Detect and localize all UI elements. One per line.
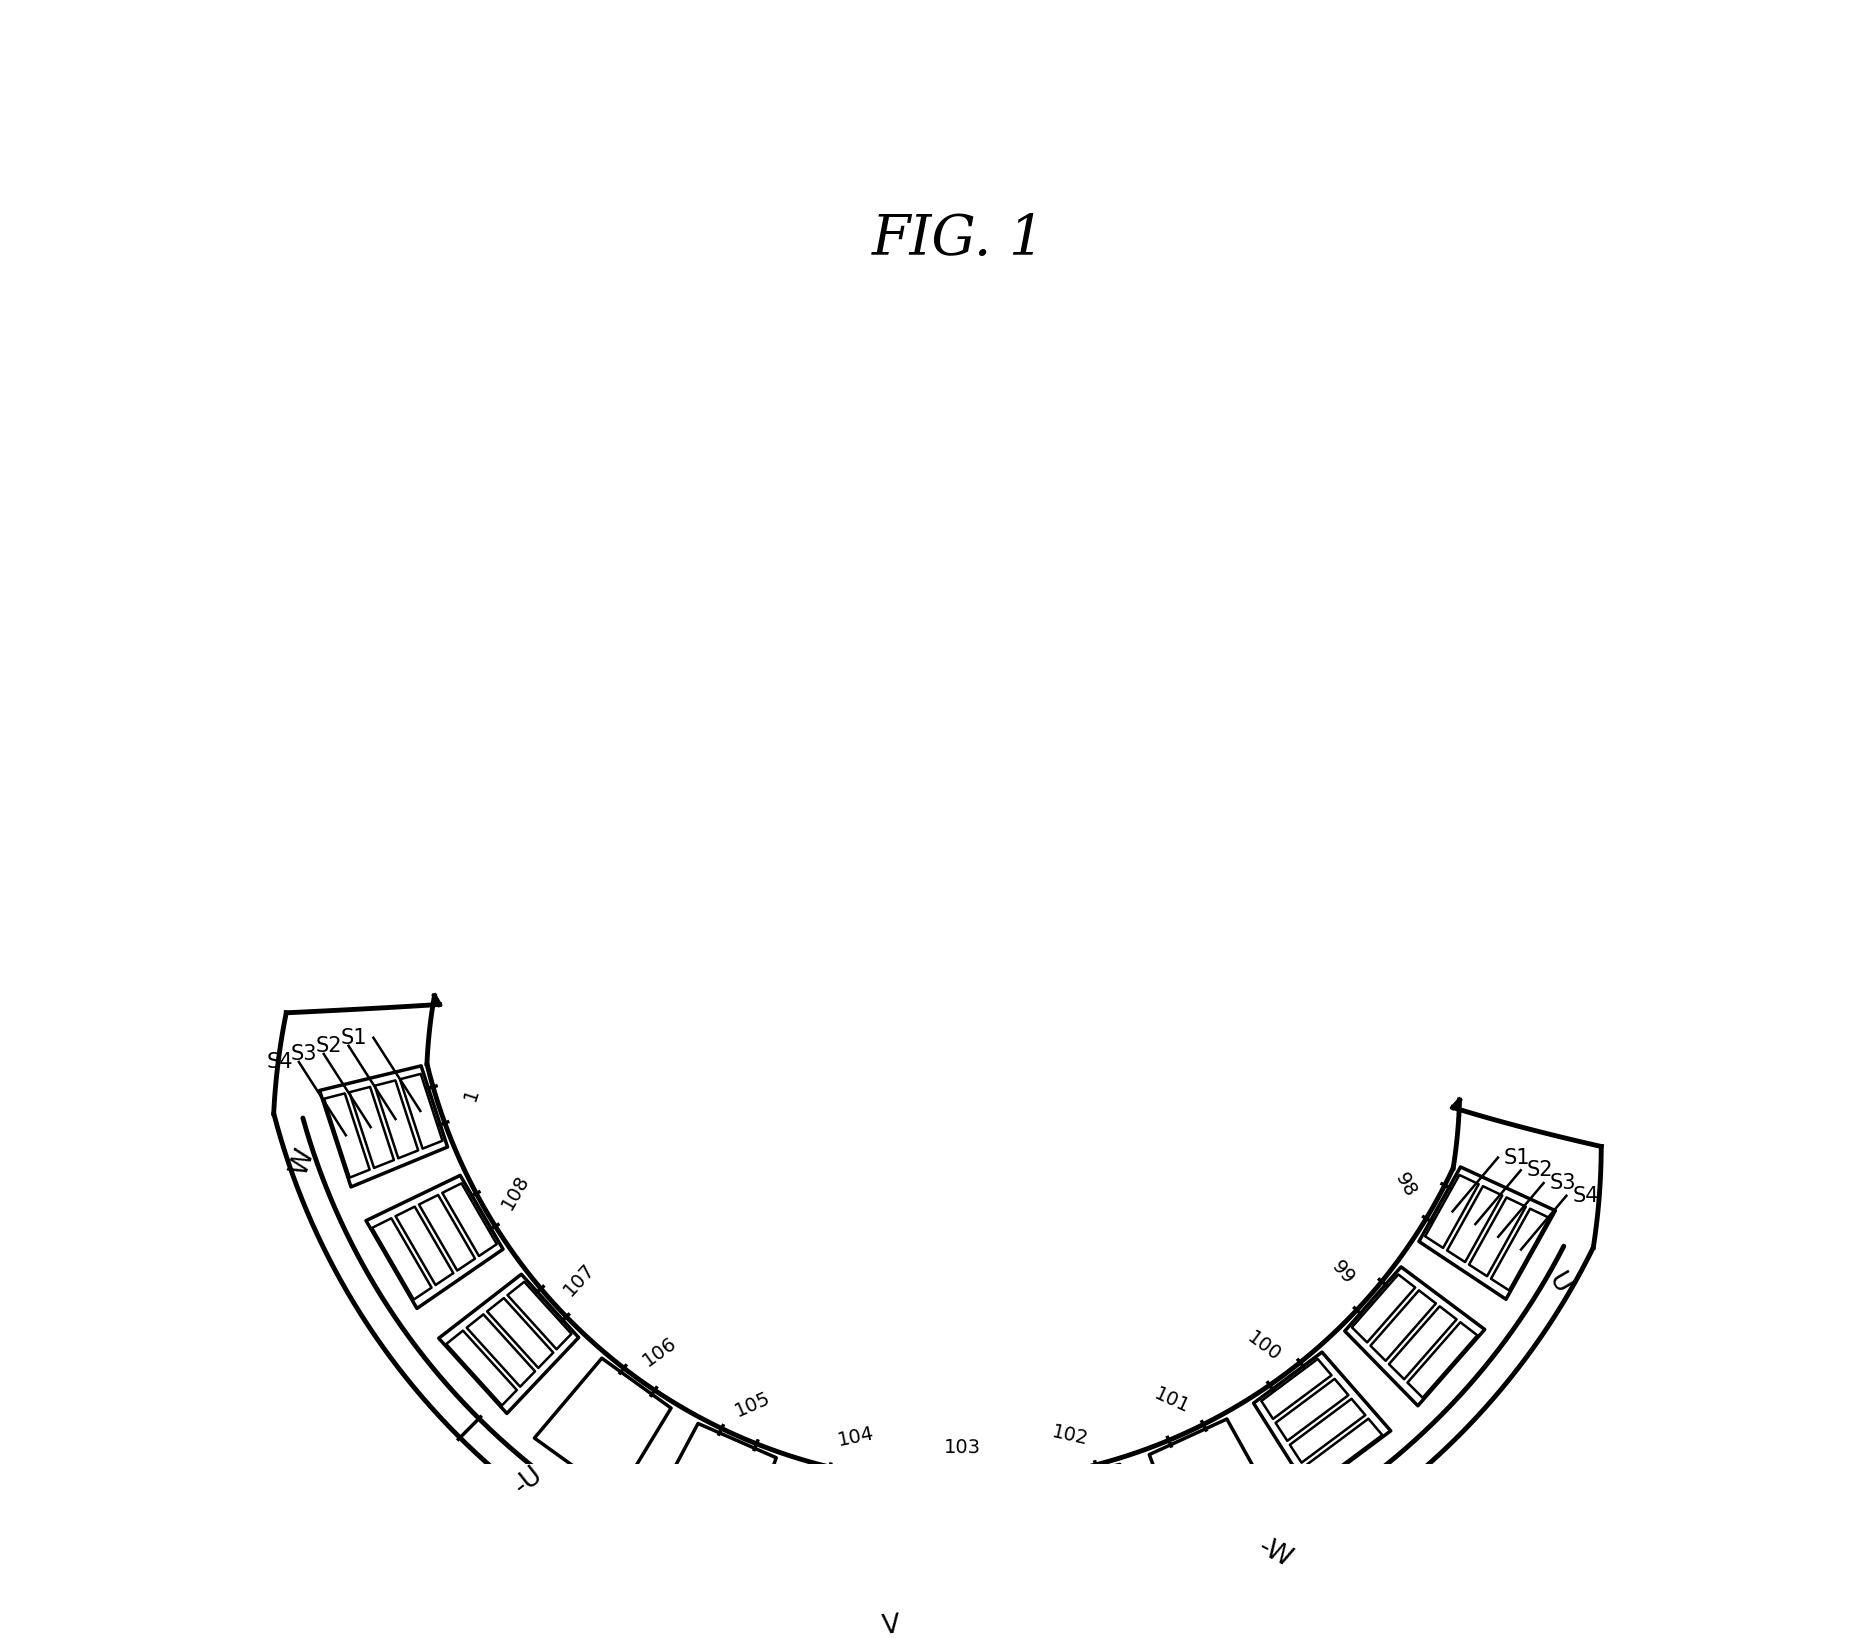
Polygon shape xyxy=(1419,1166,1556,1300)
Polygon shape xyxy=(1253,1352,1391,1492)
Text: S3: S3 xyxy=(1550,1173,1576,1193)
Text: S2: S2 xyxy=(1528,1160,1554,1181)
Polygon shape xyxy=(1371,1290,1436,1360)
Polygon shape xyxy=(443,1183,497,1257)
Text: -U: -U xyxy=(509,1461,548,1500)
Text: 101: 101 xyxy=(1150,1385,1193,1418)
Text: S3: S3 xyxy=(292,1045,318,1064)
Polygon shape xyxy=(1389,1306,1457,1379)
Polygon shape xyxy=(374,1081,419,1158)
Polygon shape xyxy=(1275,1379,1348,1441)
Polygon shape xyxy=(419,1194,475,1270)
Text: FIG. 1: FIG. 1 xyxy=(871,212,1045,266)
Polygon shape xyxy=(400,1074,443,1148)
Polygon shape xyxy=(324,1094,370,1178)
Text: 103: 103 xyxy=(944,1438,982,1457)
Polygon shape xyxy=(447,1331,516,1405)
Text: 98: 98 xyxy=(1391,1170,1419,1201)
Text: S4: S4 xyxy=(266,1053,294,1073)
Text: S1: S1 xyxy=(340,1028,367,1048)
Text: -W: -W xyxy=(1253,1533,1296,1573)
Polygon shape xyxy=(1150,1420,1277,1553)
Text: 1: 1 xyxy=(460,1086,482,1104)
Text: 104: 104 xyxy=(836,1425,875,1451)
Text: 102: 102 xyxy=(1049,1423,1090,1449)
Text: 105: 105 xyxy=(731,1388,774,1421)
Text: 107: 107 xyxy=(559,1260,598,1300)
Polygon shape xyxy=(649,1423,776,1556)
Text: V: V xyxy=(881,1612,901,1640)
Polygon shape xyxy=(1490,1209,1550,1290)
Polygon shape xyxy=(350,1087,395,1168)
Polygon shape xyxy=(1470,1198,1526,1277)
Polygon shape xyxy=(913,1487,1015,1591)
Text: U: U xyxy=(1543,1270,1575,1300)
Text: 99: 99 xyxy=(1328,1258,1359,1288)
Polygon shape xyxy=(1290,1398,1365,1462)
Text: S1: S1 xyxy=(1503,1148,1532,1168)
Polygon shape xyxy=(468,1314,535,1387)
Polygon shape xyxy=(1262,1359,1331,1420)
Polygon shape xyxy=(1303,1418,1382,1484)
Text: S4: S4 xyxy=(1573,1186,1599,1206)
Polygon shape xyxy=(1036,1464,1150,1586)
Polygon shape xyxy=(1425,1175,1479,1249)
Polygon shape xyxy=(1352,1275,1416,1342)
Polygon shape xyxy=(1447,1186,1502,1262)
Polygon shape xyxy=(439,1275,578,1413)
Polygon shape xyxy=(320,1066,447,1188)
Text: 100: 100 xyxy=(1244,1328,1285,1365)
Polygon shape xyxy=(778,1467,890,1587)
Text: 106: 106 xyxy=(640,1332,681,1370)
Text: S2: S2 xyxy=(316,1036,342,1056)
Polygon shape xyxy=(1345,1267,1485,1406)
Text: 108: 108 xyxy=(497,1171,533,1214)
Polygon shape xyxy=(535,1359,671,1497)
Polygon shape xyxy=(1408,1323,1477,1398)
Polygon shape xyxy=(396,1207,453,1285)
Text: W: W xyxy=(286,1145,320,1179)
Polygon shape xyxy=(372,1219,432,1300)
Polygon shape xyxy=(507,1281,572,1349)
Polygon shape xyxy=(367,1176,503,1308)
Polygon shape xyxy=(486,1298,554,1369)
